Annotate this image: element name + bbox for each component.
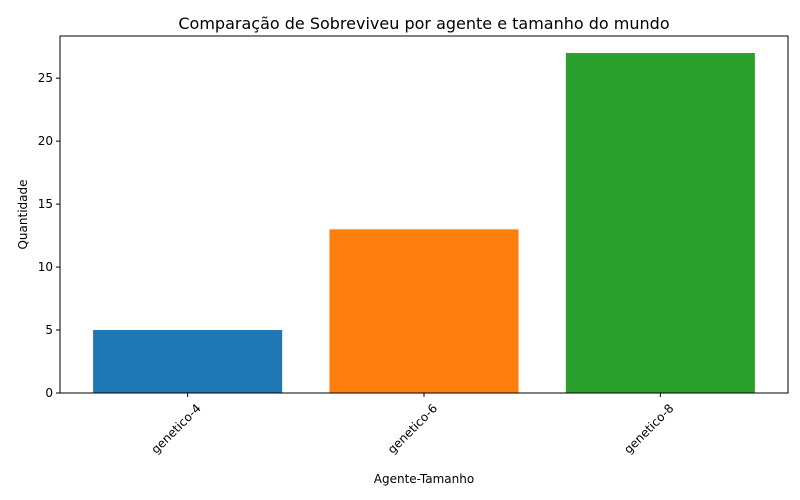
y-axis-label: Quantidade	[16, 179, 30, 249]
y-tick-label: 25	[38, 71, 53, 85]
x-tick-label: genetico-8	[621, 401, 676, 456]
x-axis-label: Agente-Tamanho	[374, 472, 474, 486]
y-tick-label: 20	[38, 134, 53, 148]
x-tick-label: genetico-6	[385, 401, 440, 456]
y-tick-label: 15	[38, 197, 53, 211]
y-tick-label: 10	[38, 260, 53, 274]
bar-genetico-4	[93, 330, 283, 393]
plot-frame	[59, 35, 789, 394]
y-axis-ticks: 0 5 10 15 20 25	[38, 71, 60, 400]
bars-group	[93, 53, 755, 393]
bar-genetico-6	[329, 229, 519, 393]
bar-genetico-8	[565, 53, 755, 393]
chart-title: Comparação de Sobreviveu por agente e ta…	[178, 14, 669, 33]
x-axis-ticks: genetico-4 genetico-6 genetico-8	[148, 393, 676, 456]
y-tick-label: 0	[45, 386, 53, 400]
x-tick-label: genetico-4	[148, 401, 203, 456]
y-tick-label: 5	[45, 323, 53, 337]
